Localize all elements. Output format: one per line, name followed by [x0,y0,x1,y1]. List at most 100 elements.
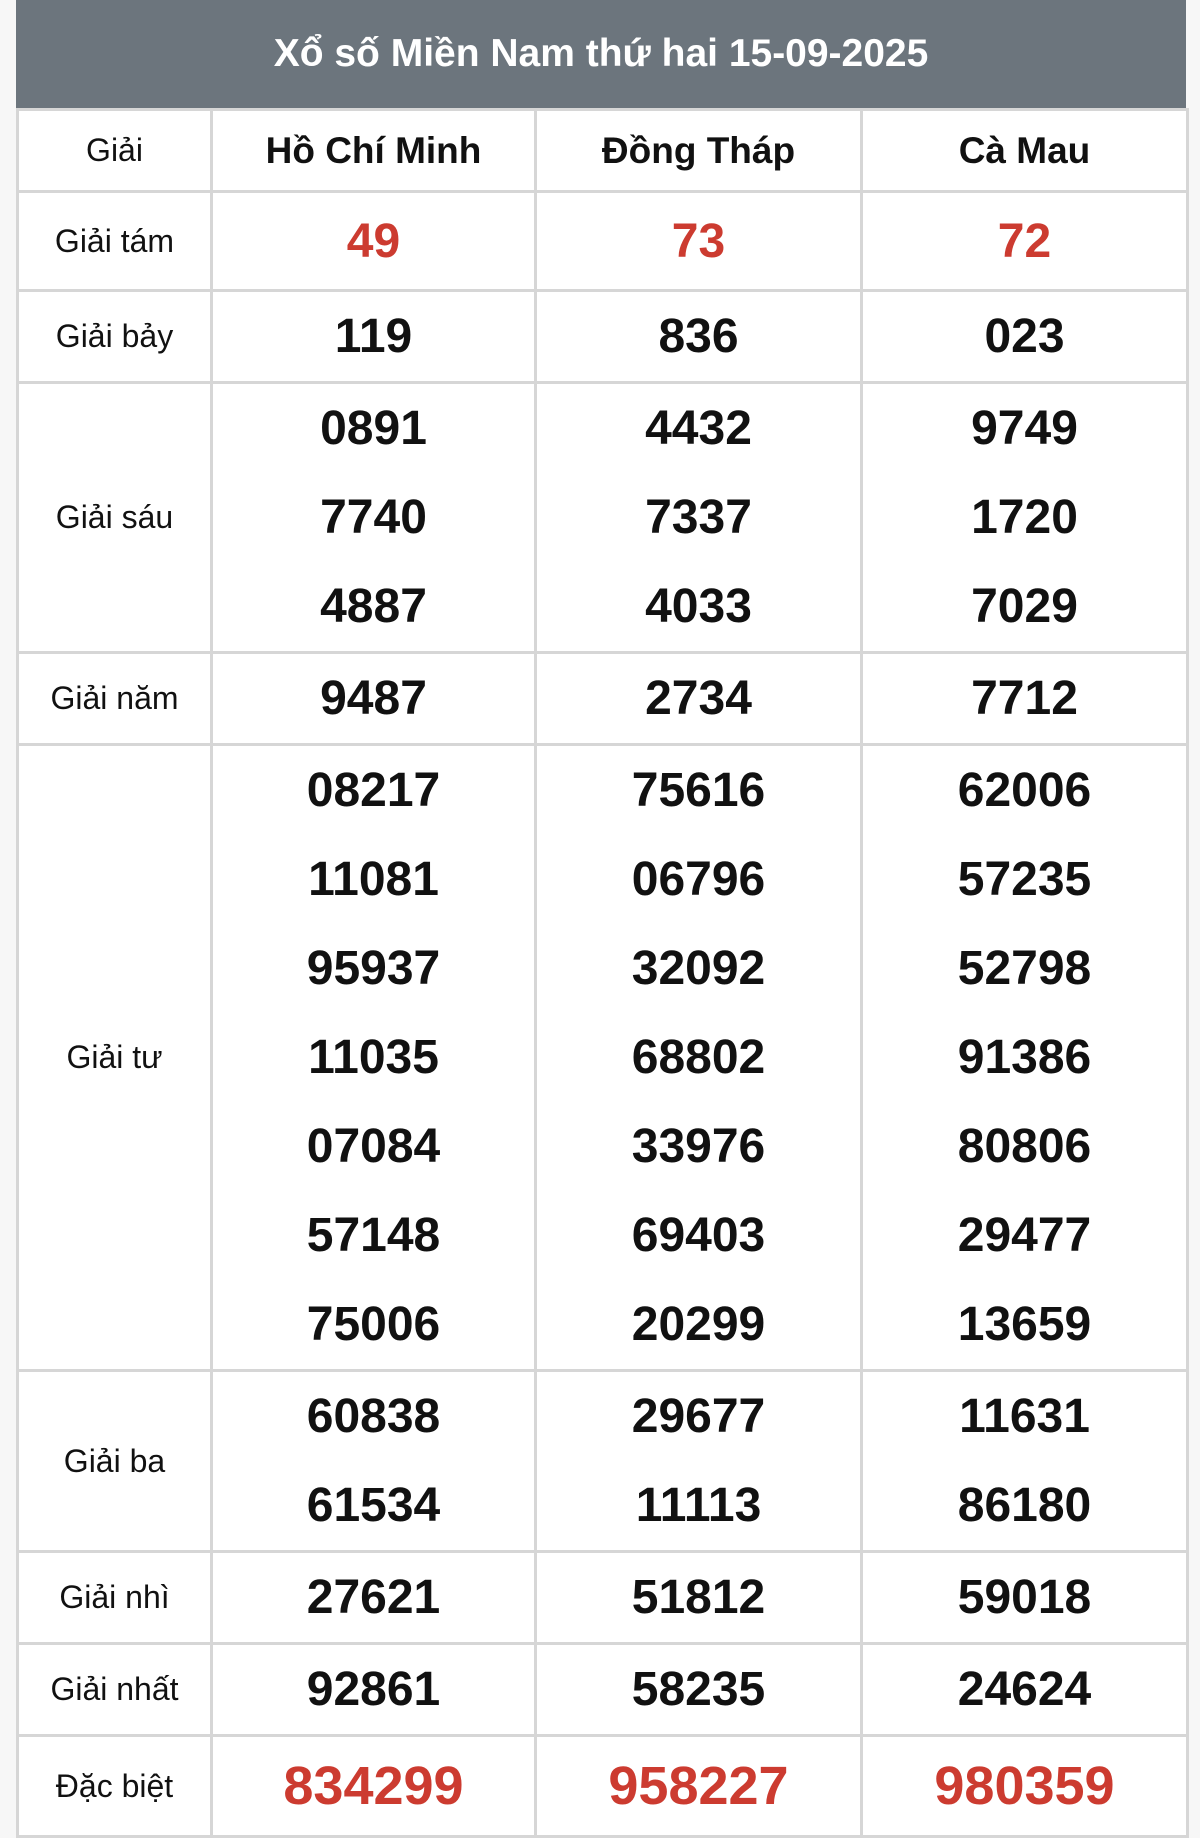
winning-number: 32092 [631,942,766,995]
prize-cell: 92861 [210,1642,537,1737]
table-header-row: Giải Hồ Chí Minh Đồng Tháp Cà Mau [16,108,1189,193]
prize-label: Giải sáu [16,381,213,654]
prize-cell: 9749 1720 7029 [860,381,1189,654]
winning-number: 61534 [306,1479,441,1532]
winning-number: 836 [658,310,739,363]
winning-number: 11113 [635,1479,762,1532]
winning-number: 92861 [306,1663,441,1716]
winning-number: 7740 [320,491,427,544]
winning-number: 33976 [631,1120,766,1173]
prize-cell: 59018 [860,1550,1189,1645]
prize-cell: 834299 [210,1734,537,1838]
prize-label: Giải nhất [16,1642,213,1737]
winning-number: 7337 [645,491,752,544]
winning-number: 0891 [320,402,427,455]
winning-number: 29477 [957,1209,1092,1262]
winning-number: 9749 [971,402,1078,455]
prize-cell: 119 [210,289,537,384]
winning-number: 11035 [308,1031,439,1084]
prize-label: Giải năm [16,651,213,746]
prize-label: Giải tư [16,743,213,1372]
prize-label: Giải tám [16,190,213,292]
prize-cell: 958227 [534,1734,863,1838]
winning-number: 57148 [306,1209,441,1262]
winning-number: 834299 [283,1755,464,1816]
prize-column-header: Giải [16,108,213,193]
winning-number: 4033 [645,580,752,633]
winning-number: 11631 [959,1390,1090,1443]
winning-number: 75616 [631,764,766,817]
prize-label: Đặc biệt [16,1734,213,1838]
table-row: Giải bảy 119 836 023 [16,289,1189,384]
winning-number: 52798 [957,942,1092,995]
results-table: Giải Hồ Chí Minh Đồng Tháp Cà Mau Giải t… [16,108,1189,1838]
winning-number: 24624 [957,1663,1092,1716]
province-header: Hồ Chí Minh [210,108,537,193]
prize-cell: 08217 11081 95937 11035 07084 57148 75006 [210,743,537,1372]
prize-cell: 11631 86180 [860,1369,1189,1553]
province-header: Đồng Tháp [534,108,863,193]
winning-number: 68802 [631,1031,766,1084]
winning-number: 13659 [957,1298,1092,1351]
winning-number: 72 [997,214,1052,268]
winning-number: 95937 [306,942,441,995]
winning-number: 06796 [631,853,766,906]
prize-cell: 836 [534,289,863,384]
table-row: Giải tư 08217 11081 95937 11035 07084 57148 750… [16,743,1189,1372]
winning-number: 51812 [631,1571,766,1624]
prize-cell: 72 [860,190,1189,292]
prize-cell: 7712 [860,651,1189,746]
table-row: Giải nhì 27621 51812 59018 [16,1550,1189,1645]
prize-cell: 4432 7337 4033 [534,381,863,654]
prize-cell: 24624 [860,1642,1189,1737]
prize-cell: 49 [210,190,537,292]
winning-number: 07084 [306,1120,441,1173]
winning-number: 20299 [631,1298,766,1351]
table-row: Giải tám 49 73 72 [16,190,1189,292]
winning-number: 2734 [645,672,752,725]
results-panel: Xổ số Miền Nam thứ hai 15-09-2025 Giải H… [16,0,1189,1838]
prize-cell: 62006 57235 52798 91386 80806 29477 13659 [860,743,1189,1372]
prize-cell: 51812 [534,1550,863,1645]
winning-number: 86180 [957,1479,1092,1532]
winning-number: 91386 [957,1031,1092,1084]
winning-number: 9487 [320,672,427,725]
winning-number: 7712 [971,672,1078,725]
table-row: Giải năm 9487 2734 7712 [16,651,1189,746]
table-row: Giải ba 60838 61534 29677 11113 11631 86180 [16,1369,1189,1553]
winning-number: 119 [334,310,413,363]
winning-number: 958227 [608,1755,789,1816]
winning-number: 75006 [306,1298,441,1351]
prize-cell: 023 [860,289,1189,384]
prize-cell: 60838 61534 [210,1369,537,1553]
prize-label: Giải nhì [16,1550,213,1645]
winning-number: 4887 [320,580,427,633]
winning-number: 69403 [631,1209,766,1262]
prize-label: Giải bảy [16,289,213,384]
prize-cell: 980359 [860,1734,1189,1838]
winning-number: 59018 [957,1571,1092,1624]
winning-number: 58235 [631,1663,766,1716]
winning-number: 62006 [957,764,1092,817]
winning-number: 27621 [306,1571,441,1624]
prize-cell: 27621 [210,1550,537,1645]
winning-number: 11081 [308,853,439,906]
prize-cell: 2734 [534,651,863,746]
winning-number: 980359 [934,1755,1115,1816]
table-row: Đặc biệt 834299 958227 980359 [16,1734,1189,1838]
table-row: Giải nhất 92861 58235 24624 [16,1642,1189,1737]
prize-cell: 75616 06796 32092 68802 33976 69403 20299 [534,743,863,1372]
winning-number: 49 [346,214,401,268]
winning-number: 57235 [957,853,1092,906]
winning-number: 1720 [971,491,1078,544]
prize-cell: 9487 [210,651,537,746]
prize-cell: 73 [534,190,863,292]
table-row: Giải sáu 0891 7740 4887 4432 7337 4033 9749 1720… [16,381,1189,654]
winning-number: 73 [671,214,726,268]
winning-number: 80806 [957,1120,1092,1173]
prize-cell: 58235 [534,1642,863,1737]
prize-cell: 0891 7740 4887 [210,381,537,654]
winning-number: 4432 [645,402,752,455]
page-title: Xổ số Miền Nam thứ hai 15-09-2025 [16,0,1186,108]
prize-cell: 29677 11113 [534,1369,863,1553]
